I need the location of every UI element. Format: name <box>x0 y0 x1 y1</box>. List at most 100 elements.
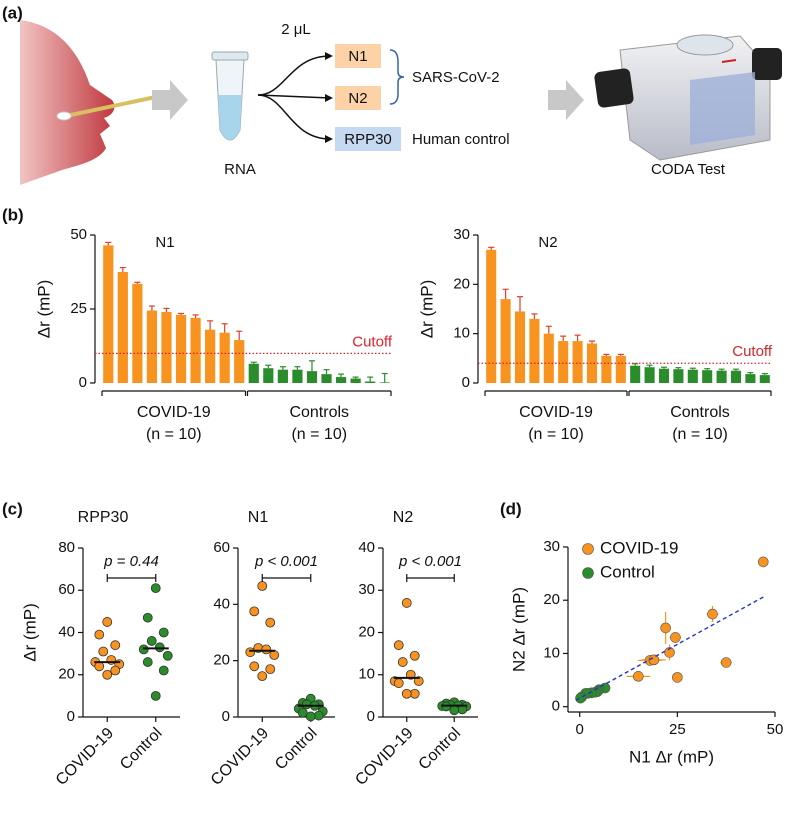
y-tick-label: 20 <box>58 666 75 683</box>
panel-label: (d) <box>500 499 522 518</box>
control-label: Human control <box>412 131 510 148</box>
bracket <box>389 49 405 105</box>
legend-swatch <box>582 543 594 555</box>
bar <box>292 369 303 383</box>
dot <box>110 640 121 651</box>
x-tick-label: COVID-19 <box>352 725 416 789</box>
x-axis-label: N1 Δr (mP) <box>629 747 714 766</box>
bar <box>730 370 742 383</box>
fit-line <box>575 596 764 701</box>
dot <box>449 705 460 716</box>
bar <box>365 381 376 383</box>
volume-label: 2 μL <box>281 21 311 38</box>
arrow <box>548 80 584 120</box>
split-arrows <box>257 55 331 140</box>
y-tick-label: 20 <box>543 591 560 608</box>
group-label: Controls <box>289 404 349 421</box>
bar <box>644 367 655 383</box>
dot <box>301 699 312 710</box>
y-tick-label: 40 <box>213 595 230 612</box>
dot <box>138 644 149 655</box>
face <box>20 20 115 185</box>
dot <box>158 665 169 676</box>
x-tick-label: Control <box>272 725 321 774</box>
dot <box>94 661 105 672</box>
bar <box>759 375 770 383</box>
dot <box>265 617 276 628</box>
y-tick-label: 60 <box>213 539 230 556</box>
y-tick-label: 0 <box>367 708 375 725</box>
point <box>707 608 718 620</box>
tube <box>211 51 249 141</box>
dot <box>94 629 105 640</box>
bar <box>306 371 318 383</box>
y-axis-label: Δr (mP) <box>34 280 53 339</box>
bar <box>572 341 583 383</box>
dot <box>249 661 260 672</box>
x-tick-label: COVID-19 <box>53 725 117 789</box>
target-label: N2 <box>348 90 367 107</box>
x-tick-label: 50 <box>767 721 784 738</box>
chart-title: N1 <box>248 509 269 526</box>
bar <box>630 365 641 383</box>
point <box>660 622 671 634</box>
bar <box>529 318 540 383</box>
y-tick-label: 40 <box>58 623 75 640</box>
legend-swatch <box>582 567 594 579</box>
dot <box>401 688 412 699</box>
bar <box>500 299 511 383</box>
bar <box>558 341 569 383</box>
dot <box>401 598 412 608</box>
bar <box>543 333 554 383</box>
group-label: COVID-19 <box>519 404 593 421</box>
dot <box>393 678 404 689</box>
dot <box>249 606 260 617</box>
bar <box>277 369 288 383</box>
point <box>757 556 769 568</box>
bar <box>234 340 245 383</box>
bar <box>601 355 612 383</box>
y-tick-label: 30 <box>453 226 470 243</box>
y-tick-label: 0 <box>79 374 87 391</box>
chart-title: N2 <box>393 509 414 526</box>
panel-label: (b) <box>2 205 24 224</box>
bar <box>263 368 274 383</box>
target-label: N1 <box>348 48 367 65</box>
y-axis-label: N2 Δr (mP) <box>509 587 528 672</box>
group-label: SARS-CoV-2 <box>412 69 500 86</box>
group-label: COVID-19 <box>137 404 211 421</box>
bar <box>205 329 216 383</box>
bar <box>745 374 756 383</box>
y-tick-label: 0 <box>462 374 470 391</box>
point <box>672 672 683 683</box>
dot <box>297 707 308 718</box>
y-tick-label: 25 <box>70 300 87 317</box>
bar <box>146 310 158 383</box>
y-tick-label: 80 <box>58 539 75 556</box>
device-label: CODA Test <box>651 161 726 178</box>
dot <box>106 655 117 665</box>
point <box>670 632 681 643</box>
dot <box>313 710 324 721</box>
panel-label: (a) <box>2 3 23 22</box>
bar <box>673 369 684 383</box>
target-label: RPP30 <box>344 131 392 148</box>
bar <box>335 377 347 383</box>
y-axis-label: Δr (mP) <box>417 280 436 339</box>
dot <box>142 657 153 667</box>
y-tick-label: 20 <box>453 275 470 292</box>
x-tick-label: 25 <box>669 721 686 738</box>
p-value: p < 0.001 <box>254 553 318 570</box>
dot <box>269 650 280 660</box>
bar <box>486 249 497 383</box>
arrow <box>152 80 188 120</box>
chart-title: N2 <box>538 234 557 251</box>
bar <box>350 378 361 383</box>
y-tick-label: 20 <box>358 623 375 640</box>
bar <box>687 369 698 383</box>
bar <box>175 314 187 383</box>
dot <box>409 650 420 661</box>
dot <box>158 627 169 638</box>
x-tick-label: COVID-19 <box>208 725 272 789</box>
